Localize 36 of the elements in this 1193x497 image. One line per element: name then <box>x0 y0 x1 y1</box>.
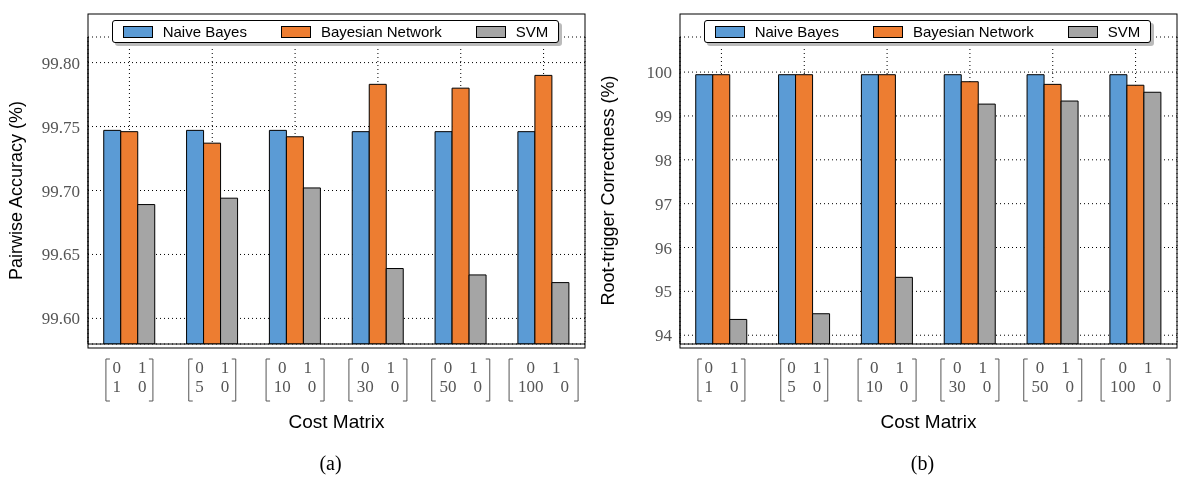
x-tick-label: 0 1 1 0 <box>704 358 739 396</box>
x-tick-label: 0 1 5 0 <box>195 358 230 396</box>
text: (b) <box>909 452 936 475</box>
x-tick-label: 0 1 10 0 <box>273 358 317 396</box>
x-tick-label: 0 1 10 0 <box>865 358 909 396</box>
x-tick-label: 0 1 5 0 <box>787 358 822 396</box>
y-tick-label: 99.70 <box>41 181 80 201</box>
x-tick-label: 0 1 30 0 <box>356 358 400 396</box>
y-tick-label: 99.60 <box>41 309 80 329</box>
y-tick-label: 99.75 <box>41 117 80 137</box>
y-tick-label: 99.65 <box>41 245 80 265</box>
x-tick-label: 0 1 50 0 <box>1031 358 1074 396</box>
y-tick-label: 99 <box>655 106 672 126</box>
y-tick-label: 94 <box>655 326 673 346</box>
y-tick-label: 96 <box>655 238 672 258</box>
y-tick-label: 100 <box>646 63 672 83</box>
legend-label: SVM <box>1107 23 1141 40</box>
x-tick-label: 0 1 30 0 <box>948 358 992 396</box>
x-tick-label: 0 1 1 0 <box>112 358 147 396</box>
y-tick-label: 95 <box>655 282 672 302</box>
x-tick-label: 0 1 50 0 <box>439 358 482 396</box>
y-tick-label: 99.80 <box>41 53 80 73</box>
x-axis-title: Cost Matrix <box>288 411 386 432</box>
legend-label: Naive Bayes <box>754 23 839 40</box>
text: (a) <box>318 452 343 475</box>
legend-label: SVM <box>515 23 549 40</box>
x-tick-label: 0 1 100 0 <box>1110 358 1162 396</box>
x-tick-label: 0 1 100 0 <box>518 358 570 396</box>
legend-label: Bayesian Network <box>912 23 1034 40</box>
legend-label: Bayesian Network <box>320 23 442 40</box>
y-axis-title: Root-trigger Correctness (%) <box>598 75 619 306</box>
y-axis-title: Pairwise Accuracy (%) <box>6 100 27 281</box>
legend-label: Naive Bayes <box>162 23 247 40</box>
x-axis-title: Cost Matrix <box>880 411 978 432</box>
y-tick-label: 98 <box>655 150 672 170</box>
y-tick-label: 97 <box>655 194 673 214</box>
